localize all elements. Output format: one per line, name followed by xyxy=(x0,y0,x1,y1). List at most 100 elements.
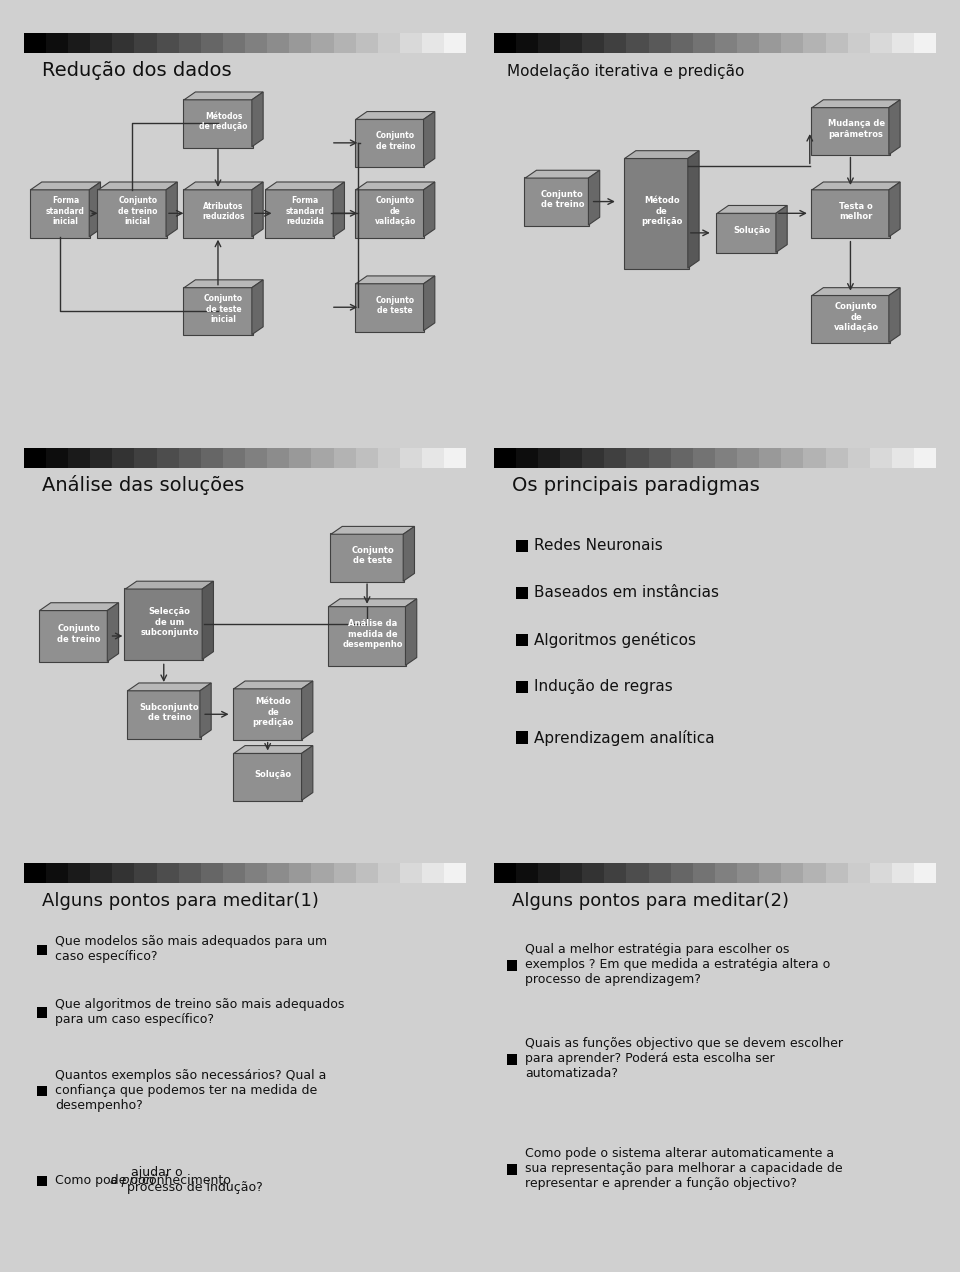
FancyBboxPatch shape xyxy=(183,99,252,148)
Polygon shape xyxy=(31,182,101,190)
FancyBboxPatch shape xyxy=(493,862,516,883)
Text: Redes Neuronais: Redes Neuronais xyxy=(534,538,663,553)
FancyBboxPatch shape xyxy=(892,862,914,883)
FancyBboxPatch shape xyxy=(804,862,826,883)
FancyBboxPatch shape xyxy=(201,862,223,883)
FancyBboxPatch shape xyxy=(507,1054,516,1065)
FancyBboxPatch shape xyxy=(516,862,538,883)
FancyBboxPatch shape xyxy=(245,862,267,883)
Polygon shape xyxy=(301,745,313,800)
Text: Modelação iterativa e predição: Modelação iterativa e predição xyxy=(507,65,745,79)
FancyBboxPatch shape xyxy=(156,448,179,468)
FancyBboxPatch shape xyxy=(265,190,334,238)
FancyBboxPatch shape xyxy=(507,960,516,971)
FancyBboxPatch shape xyxy=(112,448,134,468)
FancyBboxPatch shape xyxy=(671,33,693,53)
FancyBboxPatch shape xyxy=(378,448,400,468)
Polygon shape xyxy=(812,182,900,190)
FancyBboxPatch shape xyxy=(538,862,560,883)
FancyBboxPatch shape xyxy=(125,588,204,660)
FancyBboxPatch shape xyxy=(179,33,201,53)
FancyBboxPatch shape xyxy=(24,33,46,53)
FancyBboxPatch shape xyxy=(327,605,406,667)
FancyBboxPatch shape xyxy=(245,33,267,53)
FancyBboxPatch shape xyxy=(538,33,560,53)
FancyBboxPatch shape xyxy=(311,862,334,883)
FancyBboxPatch shape xyxy=(24,865,37,880)
FancyBboxPatch shape xyxy=(24,450,37,466)
FancyBboxPatch shape xyxy=(892,448,914,468)
Polygon shape xyxy=(356,276,435,284)
Polygon shape xyxy=(126,581,213,589)
FancyBboxPatch shape xyxy=(267,33,289,53)
FancyBboxPatch shape xyxy=(444,862,467,883)
FancyBboxPatch shape xyxy=(223,862,245,883)
Text: Os principais paradigmas: Os principais paradigmas xyxy=(512,476,759,495)
Polygon shape xyxy=(812,99,900,108)
Polygon shape xyxy=(184,92,263,99)
FancyBboxPatch shape xyxy=(507,1164,516,1174)
FancyBboxPatch shape xyxy=(826,862,848,883)
FancyBboxPatch shape xyxy=(811,107,890,155)
FancyBboxPatch shape xyxy=(68,33,90,53)
Polygon shape xyxy=(405,599,417,665)
FancyBboxPatch shape xyxy=(914,862,936,883)
Text: Método
de
predição: Método de predição xyxy=(641,196,683,226)
Polygon shape xyxy=(301,681,313,740)
Polygon shape xyxy=(252,92,263,146)
FancyBboxPatch shape xyxy=(179,862,201,883)
FancyBboxPatch shape xyxy=(516,448,538,468)
FancyBboxPatch shape xyxy=(36,1086,47,1096)
FancyBboxPatch shape xyxy=(356,33,378,53)
Polygon shape xyxy=(423,182,435,237)
FancyBboxPatch shape xyxy=(693,448,715,468)
FancyBboxPatch shape xyxy=(582,862,604,883)
Text: Solução: Solução xyxy=(254,771,292,780)
FancyBboxPatch shape xyxy=(36,945,47,955)
Polygon shape xyxy=(166,182,178,237)
Text: Conjunto
de treino
inicial: Conjunto de treino inicial xyxy=(118,196,157,226)
FancyBboxPatch shape xyxy=(156,862,179,883)
FancyBboxPatch shape xyxy=(560,862,582,883)
FancyBboxPatch shape xyxy=(311,33,334,53)
Polygon shape xyxy=(203,581,213,659)
Polygon shape xyxy=(588,170,600,225)
FancyBboxPatch shape xyxy=(626,862,649,883)
Text: Forma
standard
reduzida: Forma standard reduzida xyxy=(285,196,324,226)
Text: Como pode o sistema alterar automaticamente a
sua representação para melhorar a : Como pode o sistema alterar automaticame… xyxy=(525,1147,843,1189)
FancyBboxPatch shape xyxy=(422,33,444,53)
Polygon shape xyxy=(98,182,178,190)
FancyBboxPatch shape xyxy=(715,862,737,883)
Text: Quantos exemplos são necessários? Qual a
confiança que podemos ter na medida de
: Quantos exemplos são necessários? Qual a… xyxy=(56,1068,326,1112)
Text: Selecção
de um
subconjunto: Selecção de um subconjunto xyxy=(140,608,199,637)
FancyBboxPatch shape xyxy=(649,862,671,883)
FancyBboxPatch shape xyxy=(870,33,892,53)
FancyBboxPatch shape xyxy=(811,295,890,343)
Polygon shape xyxy=(356,182,435,190)
FancyBboxPatch shape xyxy=(716,212,777,253)
Text: Redução dos dados: Redução dos dados xyxy=(42,61,231,80)
FancyBboxPatch shape xyxy=(516,539,528,552)
FancyBboxPatch shape xyxy=(90,448,112,468)
Text: Conjunto
de treino: Conjunto de treino xyxy=(540,190,585,210)
FancyBboxPatch shape xyxy=(671,862,693,883)
FancyBboxPatch shape xyxy=(524,177,589,226)
FancyBboxPatch shape xyxy=(693,862,715,883)
Text: Métodos
de redução: Métodos de redução xyxy=(200,112,248,131)
FancyBboxPatch shape xyxy=(516,586,528,599)
Polygon shape xyxy=(525,170,600,178)
FancyBboxPatch shape xyxy=(759,862,781,883)
FancyBboxPatch shape xyxy=(311,448,334,468)
FancyBboxPatch shape xyxy=(715,33,737,53)
Polygon shape xyxy=(423,112,435,167)
FancyBboxPatch shape xyxy=(112,33,134,53)
Polygon shape xyxy=(687,150,699,268)
Polygon shape xyxy=(776,206,787,252)
FancyBboxPatch shape xyxy=(848,33,870,53)
Text: Como pode o conhecimento: Como pode o conhecimento xyxy=(56,1174,235,1187)
Text: Qual a melhor estratégia para escolher os
exemplos ? Em que medida a estratégia : Qual a melhor estratégia para escolher o… xyxy=(525,944,830,986)
FancyBboxPatch shape xyxy=(355,190,424,238)
Text: Baseados em instâncias: Baseados em instâncias xyxy=(534,585,719,600)
FancyBboxPatch shape xyxy=(781,33,804,53)
Text: ajudar o
processo de indução?: ajudar o processo de indução? xyxy=(127,1166,263,1194)
